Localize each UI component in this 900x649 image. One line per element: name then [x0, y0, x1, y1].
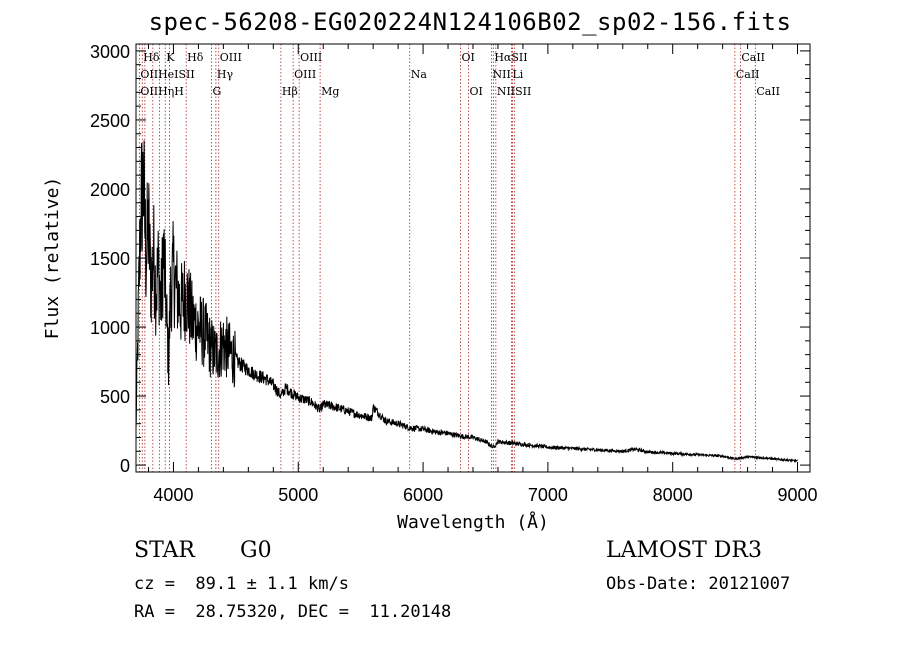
x-tick-label: 4000: [153, 485, 193, 505]
y-tick-label: 2500: [90, 111, 130, 131]
line-label: Li: [512, 68, 523, 81]
line-label: Hγ: [217, 68, 234, 81]
line-label: K: [166, 51, 175, 64]
line-markers-layer: [138, 44, 756, 472]
y-tick-label: 1000: [90, 318, 130, 338]
y-tick-label: 1500: [90, 249, 130, 269]
line-label: NII: [492, 68, 510, 81]
line-label: Hδ: [187, 51, 204, 64]
x-tick-label: 8000: [653, 485, 693, 505]
line-label: OIIHeISII: [140, 68, 194, 81]
object-class: STAR: [134, 538, 195, 563]
object-subclass: G0: [240, 538, 272, 563]
line-label: G: [213, 85, 222, 98]
y-tick-label: 2000: [90, 180, 130, 200]
redshift-text: cz = 89.1 ± 1.1 km/s: [134, 574, 349, 594]
coordinates-text: RA = 28.75320, DEC = 11.20148: [134, 602, 452, 622]
line-label: CaII: [741, 51, 765, 64]
chart-title: spec-56208-EG020224N124106B02_sp02-156.f…: [148, 8, 792, 36]
obs-date-text: Obs-Date: 20121007: [606, 574, 791, 594]
x-tick-label: 9000: [777, 485, 817, 505]
y-tick-label: 3000: [90, 42, 130, 62]
axes-layer: 4000 5000 6000 7000 8000 9000 0 500 1000 1500 2000…: [90, 42, 818, 505]
x-tick-label: 7000: [528, 485, 568, 505]
line-label: Na: [411, 68, 428, 81]
y-tick-label: 500: [100, 387, 130, 407]
line-label: HαSII: [494, 51, 527, 64]
x-tick-label: 5000: [278, 485, 318, 505]
line-label: OIII: [300, 51, 322, 64]
x-axis-label: Wavelength (Å): [397, 511, 549, 533]
line-label: NIISII: [497, 85, 532, 98]
x-tick-label: 6000: [403, 485, 443, 505]
y-axis-label: Flux (relative): [42, 177, 63, 340]
line-label: CaII: [756, 85, 780, 98]
line-label: OI: [470, 85, 483, 98]
line-label: OIII: [220, 51, 242, 64]
y-tick-label: 0: [120, 456, 130, 476]
line-label: OIIHηH: [140, 85, 183, 98]
plot-frame: [135, 43, 811, 473]
line-labels-layer: Hδ K Hδ OIII OIII OI HαSII CaII OIIHeISII Hγ OIII N…: [140, 51, 780, 98]
survey-name: LAMOST DR3: [606, 538, 762, 563]
line-label: Hβ: [282, 85, 298, 98]
spectrum-line: [135, 140, 798, 464]
line-label: OI: [462, 51, 475, 64]
line-label: Hδ: [143, 51, 160, 64]
line-label: Mg: [321, 85, 339, 98]
line-label: CaII: [736, 68, 760, 81]
line-label: OIII: [294, 68, 316, 81]
